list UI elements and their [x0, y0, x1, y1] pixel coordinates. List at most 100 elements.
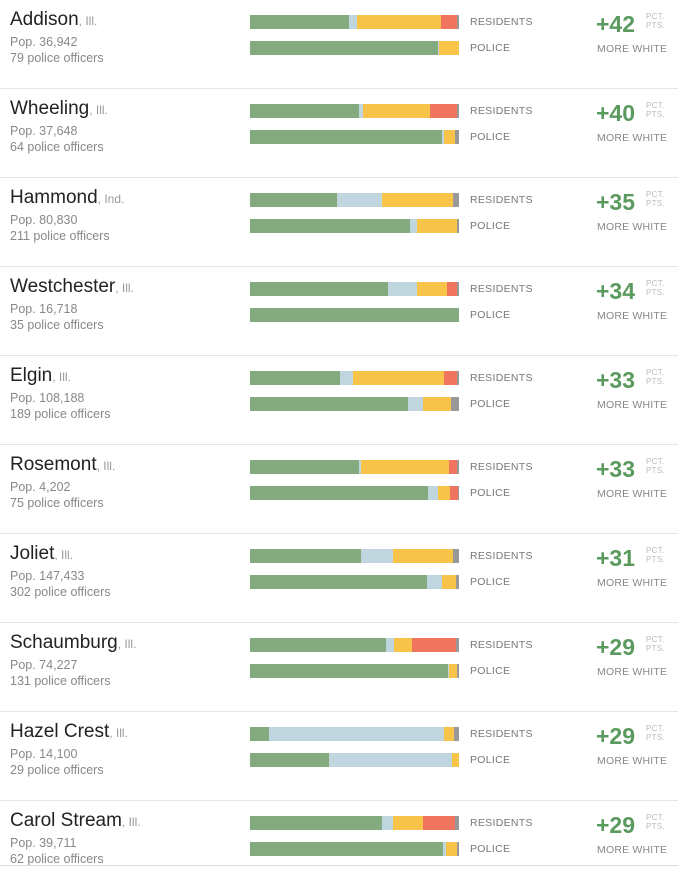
state-abbrev: , Ill.	[89, 103, 108, 117]
population-text: Pop. 16,718	[10, 302, 77, 316]
city-row: Carol Stream, Ill. Pop. 39,711 62 police o…	[0, 801, 678, 890]
residents-label: RESIDENTS	[470, 283, 533, 295]
bar-segment-black	[337, 193, 382, 207]
police-label: POLICE	[470, 665, 510, 677]
pts-label: PTS.	[646, 466, 665, 475]
police-label: POLICE	[470, 42, 510, 54]
city-row: Wheeling, Ill. Pop. 37,648 64 police offic…	[0, 89, 678, 178]
bar-segment-black	[388, 282, 417, 296]
bar-segment-other	[456, 575, 459, 589]
pct-pts-label: PCT. PTS.	[646, 12, 665, 30]
bar-segment-hispanic	[394, 638, 412, 652]
bar-segment-other	[457, 282, 459, 296]
city-name: Schaumburg, Ill.	[10, 632, 136, 654]
difference-value: +29	[596, 634, 635, 661]
bar-segment-asian	[430, 104, 457, 118]
bar-segment-hispanic	[446, 842, 456, 856]
state-abbrev: , Ill.	[54, 548, 73, 562]
pts-label: PTS.	[646, 288, 665, 297]
residents-bar	[250, 371, 459, 385]
state-abbrev: , Ill.	[109, 726, 128, 740]
pts-label: PTS.	[646, 199, 665, 208]
pct-label: PCT.	[646, 635, 665, 644]
pct-label: PCT.	[646, 101, 665, 110]
bar-segment-asian	[412, 638, 456, 652]
bar-segment-asian	[444, 371, 457, 385]
bar-segment-black	[427, 575, 443, 589]
city-name-text: Addison	[10, 9, 79, 30]
bar-segment-white	[250, 753, 329, 767]
bar-segment-other	[455, 130, 459, 144]
city-name-text: Hazel Crest	[10, 721, 109, 742]
bar-segment-hispanic	[361, 460, 449, 474]
pct-label: PCT.	[646, 368, 665, 377]
residents-label: RESIDENTS	[470, 639, 533, 651]
city-row: Joliet, Ill. Pop. 147,433 302 police offic…	[0, 534, 678, 623]
more-white-label: MORE WHITE	[597, 399, 667, 411]
bar-segment-other	[457, 219, 459, 233]
city-name: Carol Stream, Ill.	[10, 810, 141, 832]
bar-segment-white	[250, 549, 361, 563]
city-name-text: Carol Stream	[10, 810, 122, 831]
pct-pts-label: PCT. PTS.	[646, 457, 665, 475]
more-white-label: MORE WHITE	[597, 43, 667, 55]
bar-segment-black	[428, 486, 438, 500]
police-label: POLICE	[470, 398, 510, 410]
bar-segment-other	[451, 397, 459, 411]
state-abbrev: , Ill.	[118, 637, 137, 651]
pts-label: PTS.	[646, 377, 665, 386]
residents-label: RESIDENTS	[470, 105, 533, 117]
residents-bar	[250, 727, 459, 741]
pts-label: PTS.	[646, 644, 665, 653]
police-label: POLICE	[470, 843, 510, 855]
bar-segment-white	[250, 193, 337, 207]
police-bar	[250, 41, 459, 55]
bar-segment-other	[458, 486, 459, 500]
police-label: POLICE	[470, 576, 510, 588]
city-comparison-list: Addison, Ill. Pop. 36,942 79 police office…	[0, 0, 678, 890]
pct-pts-label: PCT. PTS.	[646, 724, 665, 742]
pct-pts-label: PCT. PTS.	[646, 813, 665, 831]
bar-segment-hispanic	[444, 130, 454, 144]
difference-value: +42	[596, 11, 635, 38]
police-bar	[250, 397, 459, 411]
more-white-label: MORE WHITE	[597, 488, 667, 500]
city-row: Hazel Crest, Ill. Pop. 14,100 29 police of…	[0, 712, 678, 801]
residents-bar	[250, 460, 459, 474]
bar-segment-asian	[423, 816, 454, 830]
city-row: Addison, Ill. Pop. 36,942 79 police office…	[0, 0, 678, 89]
bar-segment-black	[410, 219, 417, 233]
bar-segment-hispanic	[442, 575, 456, 589]
police-bar	[250, 753, 459, 767]
residents-bar	[250, 15, 459, 29]
city-name: Rosemont, Ill.	[10, 454, 115, 476]
bar-segment-hispanic	[382, 193, 453, 207]
pct-label: PCT.	[646, 457, 665, 466]
city-name-text: Joliet	[10, 543, 54, 564]
population-text: Pop. 37,648	[10, 124, 77, 138]
city-name: Addison, Ill.	[10, 9, 97, 31]
pct-label: PCT.	[646, 12, 665, 21]
city-name: Hazel Crest, Ill.	[10, 721, 128, 743]
pct-label: PCT.	[646, 190, 665, 199]
pct-pts-label: PCT. PTS.	[646, 279, 665, 297]
population-text: Pop. 80,830	[10, 213, 77, 227]
pct-label: PCT.	[646, 546, 665, 555]
pct-label: PCT.	[646, 724, 665, 733]
pct-pts-label: PCT. PTS.	[646, 546, 665, 564]
officers-count-text: 302 police officers	[10, 585, 111, 599]
city-name: Elgin, Ill.	[10, 365, 71, 387]
pct-pts-label: PCT. PTS.	[646, 190, 665, 208]
officers-count-text: 64 police officers	[10, 140, 104, 154]
difference-value: +33	[596, 367, 635, 394]
residents-label: RESIDENTS	[470, 728, 533, 740]
more-white-label: MORE WHITE	[597, 221, 667, 233]
police-label: POLICE	[470, 131, 510, 143]
city-name: Wheeling, Ill.	[10, 98, 108, 120]
state-abbrev: , Ill.	[115, 281, 134, 295]
difference-value: +34	[596, 278, 635, 305]
bar-segment-hispanic	[417, 219, 457, 233]
bar-segment-white	[250, 130, 442, 144]
bar-segment-white	[250, 727, 269, 741]
city-row: Hammond, Ind. Pop. 80,830 211 police offic…	[0, 178, 678, 267]
